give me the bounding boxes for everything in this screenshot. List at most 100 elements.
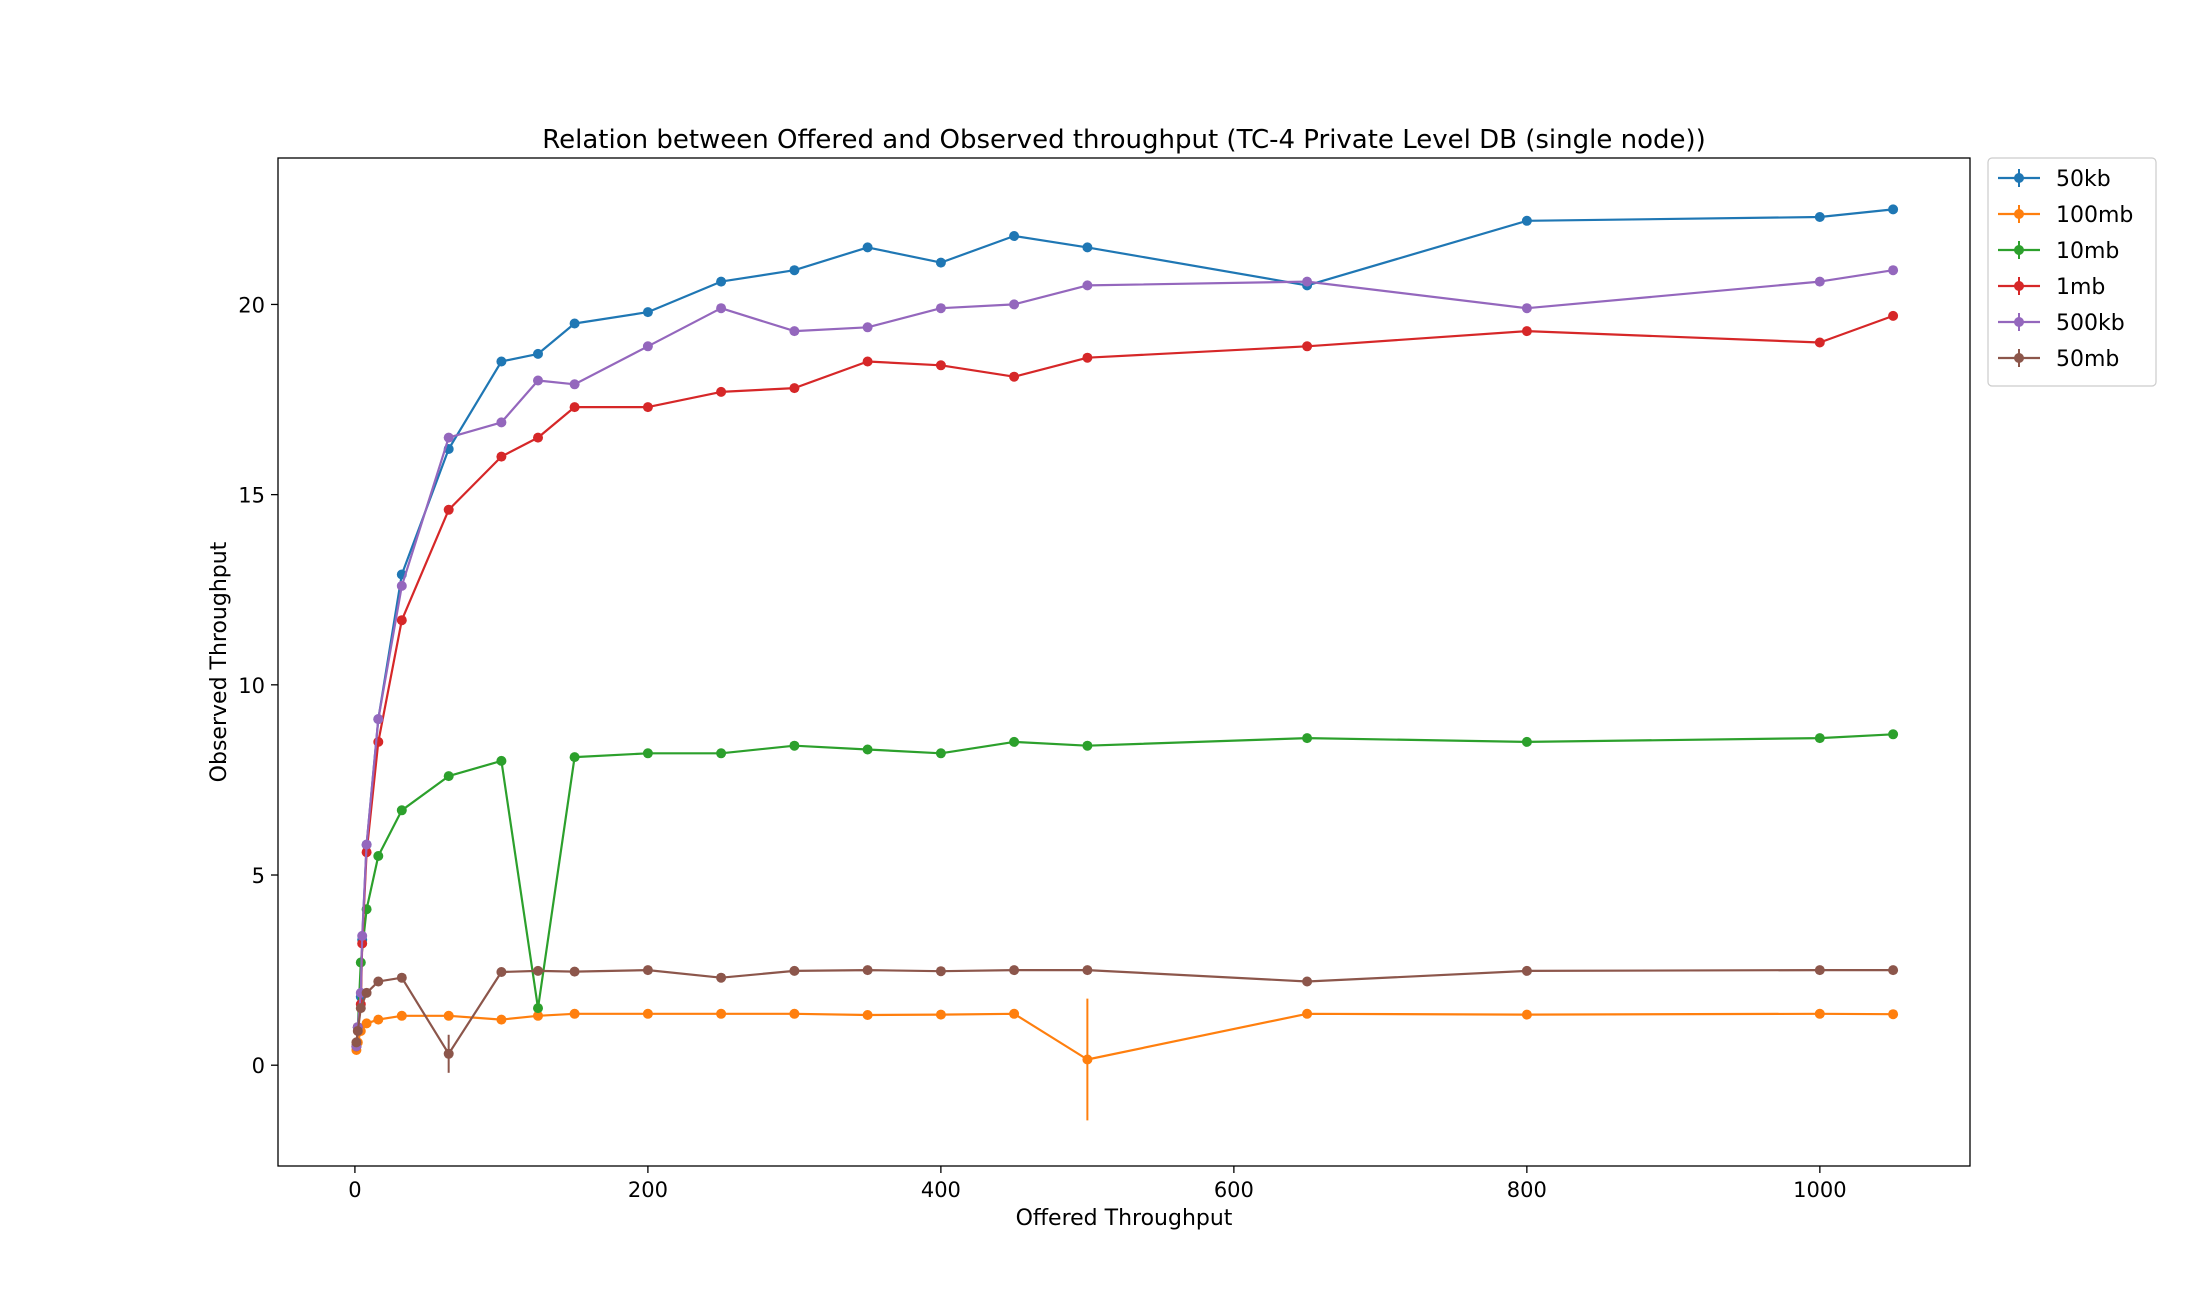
data-point-100mb	[862, 1010, 873, 1020]
x-tick-label: 800	[1507, 1178, 1547, 1202]
legend-label-50kb: 50kb	[2056, 167, 2111, 192]
data-point-10mb	[716, 748, 727, 759]
data-point-50mb	[1009, 965, 1020, 976]
legend-label-100mb: 100mb	[2056, 203, 2133, 228]
y-tick-label: 0	[252, 1054, 265, 1078]
series-line-50mb	[355, 968, 1894, 1055]
data-point-50kb	[1521, 215, 1532, 226]
legend-swatch-marker	[2014, 353, 2024, 363]
data-point-50kb	[1888, 204, 1899, 215]
data-point-50mb	[789, 965, 800, 976]
chart-title: Relation between Offered and Observed th…	[542, 125, 1706, 155]
data-point-1mb	[1009, 371, 1020, 382]
data-point-1mb	[1521, 326, 1532, 337]
data-point-500kb	[1302, 276, 1313, 287]
data-point-500kb	[533, 375, 543, 386]
data-point-1mb	[443, 504, 454, 515]
data-point-500kb	[361, 839, 372, 850]
data-point-1mb	[935, 360, 946, 371]
series-line-50kb	[355, 208, 1894, 1047]
legend-label-10mb: 10mb	[2056, 239, 2119, 264]
data-point-100mb	[361, 1018, 372, 1029]
data-point-50kb	[935, 257, 946, 268]
data-point-50mb	[642, 965, 653, 976]
legend-item-10mb: 10mb	[1998, 239, 2119, 264]
legend-item-500kb: 500kb	[1998, 311, 2125, 336]
series-line-100mb	[355, 1012, 1894, 1061]
data-point-50mb	[533, 965, 543, 976]
series-500kb	[351, 265, 1899, 1052]
legend-item-1mb: 1mb	[1998, 275, 2105, 300]
data-point-100mb	[1521, 1009, 1532, 1020]
data-point-500kb	[642, 341, 653, 352]
data-point-10mb	[496, 755, 507, 766]
data-point-50kb	[862, 242, 873, 253]
y-axis-label: Observed Throughput	[207, 541, 232, 782]
legend-item-50kb: 50kb	[1998, 167, 2111, 192]
data-point-1mb	[496, 451, 507, 462]
data-point-10mb	[789, 740, 800, 751]
data-point-50kb	[642, 307, 653, 318]
data-point-1mb	[1888, 310, 1899, 321]
data-point-100mb	[1888, 1009, 1899, 1020]
data-point-50kb	[569, 318, 580, 329]
data-point-50mb	[443, 1048, 454, 1059]
data-point-100mb	[1814, 1008, 1825, 1019]
data-point-1mb	[716, 386, 727, 397]
x-tick-label: 0	[348, 1178, 361, 1202]
data-point-1mb	[862, 356, 873, 367]
legend-swatch-marker	[2014, 245, 2024, 255]
data-point-100mb	[789, 1008, 800, 1019]
data-point-500kb	[1009, 299, 1020, 310]
data-point-1mb	[1302, 341, 1313, 352]
series-10mb	[351, 729, 1899, 1052]
data-point-500kb	[716, 303, 727, 314]
data-point-50kb	[496, 356, 507, 367]
data-point-100mb	[533, 1010, 543, 1021]
legend-swatch-marker	[2014, 209, 2024, 219]
series-line-500kb	[355, 269, 1894, 1047]
data-point-100mb	[396, 1010, 407, 1021]
data-point-100mb	[443, 1010, 454, 1021]
data-point-10mb	[1302, 733, 1313, 744]
x-axis-label: Offered Throughput	[1016, 1206, 1233, 1231]
legend-item-100mb: 100mb	[1998, 203, 2133, 228]
data-point-500kb	[862, 322, 873, 333]
data-point-500kb	[396, 580, 407, 591]
y-tick-label: 5	[252, 864, 265, 888]
data-point-10mb	[1814, 733, 1825, 744]
data-point-50mb	[569, 966, 580, 977]
data-point-100mb	[569, 1008, 580, 1019]
data-point-10mb	[396, 805, 407, 816]
data-point-500kb	[373, 714, 384, 725]
data-point-50kb	[1082, 242, 1093, 253]
x-tick-label: 400	[921, 1178, 961, 1202]
data-point-50mb	[352, 1026, 363, 1036]
data-point-50kb	[533, 348, 543, 359]
y-tick-label: 15	[238, 484, 265, 508]
data-point-1mb	[1814, 337, 1825, 348]
data-point-100mb	[1009, 1008, 1020, 1019]
data-point-10mb	[935, 748, 946, 759]
data-point-100mb	[716, 1008, 727, 1019]
data-point-50mb	[373, 976, 384, 987]
series-line-10mb	[355, 733, 1894, 1047]
y-tick-label: 10	[238, 674, 265, 698]
legend-swatch-marker	[2014, 281, 2024, 291]
x-tick-label: 200	[628, 1178, 668, 1202]
data-point-500kb	[443, 432, 454, 443]
plot-area: 0 200 400 600 800 1000 0 5 10 15 20	[238, 157, 1971, 1202]
data-point-500kb	[789, 326, 800, 337]
data-point-50kb	[1009, 231, 1020, 241]
legend-label-1mb: 1mb	[2056, 275, 2105, 300]
data-point-50mb	[1888, 965, 1899, 976]
data-point-50mb	[496, 967, 507, 977]
data-point-10mb	[862, 744, 873, 755]
data-point-1mb	[396, 615, 407, 626]
data-point-100mb	[642, 1008, 653, 1019]
data-point-100mb	[496, 1014, 507, 1025]
x-tick-label: 600	[1214, 1178, 1254, 1202]
data-point-50mb	[396, 972, 407, 983]
data-point-100mb	[373, 1014, 384, 1025]
data-point-1mb	[569, 402, 580, 413]
